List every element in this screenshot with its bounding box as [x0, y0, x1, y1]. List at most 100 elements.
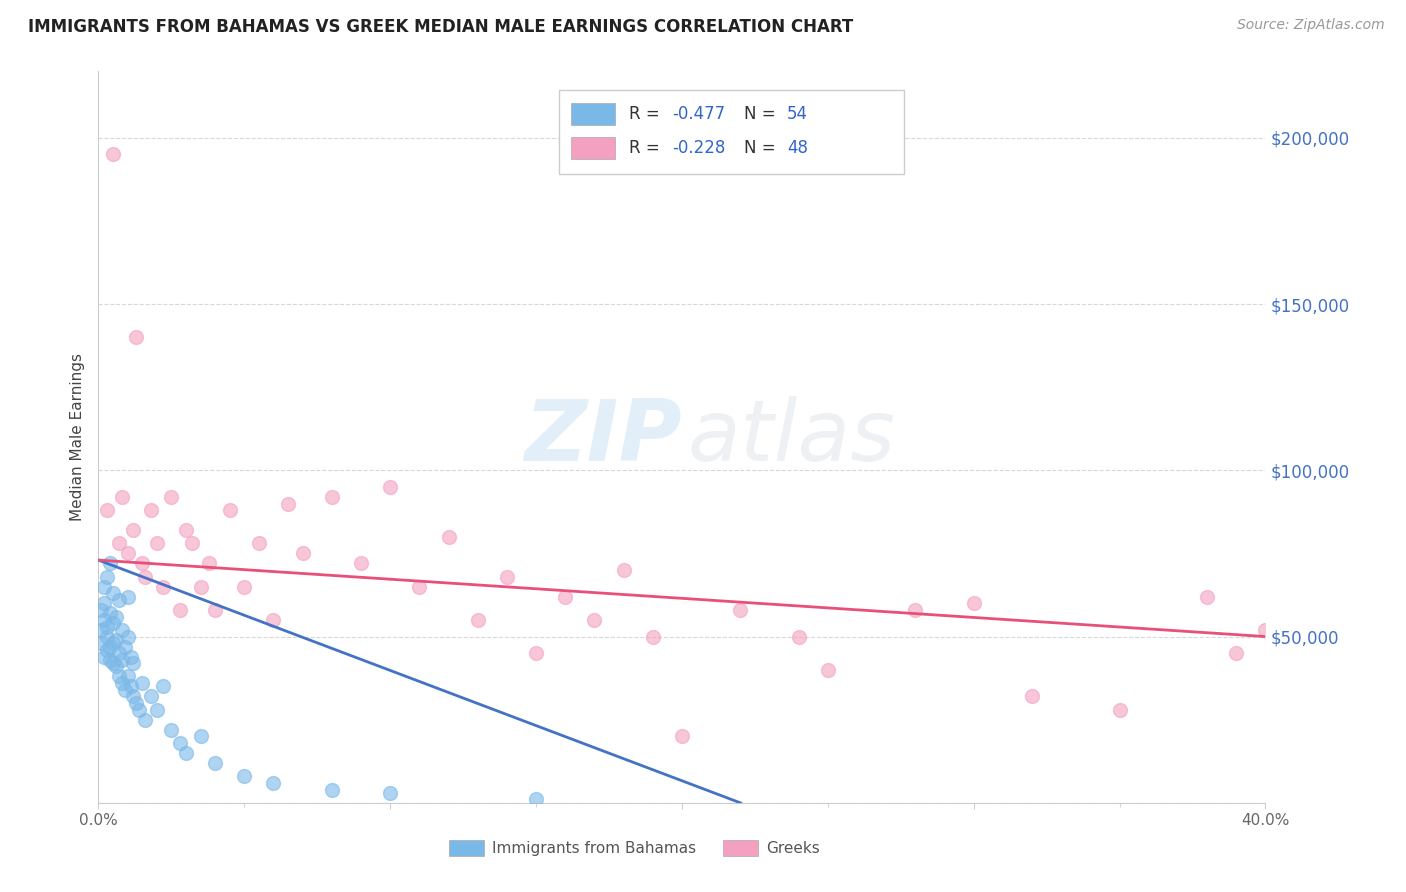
Point: [262, 776, 284, 790]
Point: [190, 580, 212, 594]
Point: [125, 330, 148, 344]
Point: [93, 580, 115, 594]
FancyBboxPatch shape: [449, 840, 484, 856]
Point: [1021, 690, 1043, 704]
Point: [1254, 623, 1277, 637]
Point: [90, 623, 112, 637]
Text: IMMIGRANTS FROM BAHAMAS VS GREEK MEDIAN MALE EARNINGS CORRELATION CHART: IMMIGRANTS FROM BAHAMAS VS GREEK MEDIAN …: [28, 18, 853, 36]
Point: [93, 613, 115, 627]
Point: [111, 676, 134, 690]
Point: [904, 603, 927, 617]
Point: [98, 607, 121, 621]
Point: [408, 580, 430, 594]
Point: [1195, 590, 1218, 604]
FancyBboxPatch shape: [571, 103, 616, 125]
Point: [120, 649, 142, 664]
Point: [218, 503, 240, 517]
Point: [554, 590, 576, 604]
Point: [96, 503, 118, 517]
Point: [380, 480, 402, 494]
Point: [146, 536, 169, 550]
Point: [104, 609, 127, 624]
Text: Source: ZipAtlas.com: Source: ZipAtlas.com: [1237, 18, 1385, 32]
Point: [117, 546, 139, 560]
Point: [169, 603, 191, 617]
FancyBboxPatch shape: [571, 137, 616, 159]
Point: [134, 713, 156, 727]
Point: [321, 490, 343, 504]
Point: [1108, 703, 1130, 717]
Point: [152, 680, 174, 694]
Point: [96, 643, 118, 657]
Point: [125, 696, 148, 710]
Point: [467, 613, 489, 627]
FancyBboxPatch shape: [560, 90, 904, 174]
Text: Immigrants from Bahamas: Immigrants from Bahamas: [492, 840, 696, 855]
Point: [524, 792, 547, 806]
Point: [104, 632, 127, 647]
Point: [233, 769, 256, 783]
Text: 54: 54: [787, 104, 808, 123]
Text: 48: 48: [787, 139, 808, 157]
Point: [111, 653, 134, 667]
Point: [350, 557, 373, 571]
Point: [104, 659, 127, 673]
Point: [583, 613, 606, 627]
Point: [671, 729, 693, 743]
Point: [93, 649, 115, 664]
Point: [321, 782, 343, 797]
Point: [108, 646, 131, 660]
Point: [962, 596, 984, 610]
Point: [190, 729, 212, 743]
Text: R =: R =: [630, 104, 665, 123]
Point: [111, 623, 134, 637]
Point: [204, 756, 226, 770]
Point: [96, 619, 118, 633]
Point: [612, 563, 634, 577]
Point: [174, 746, 197, 760]
Point: [120, 680, 142, 694]
Text: N =: N =: [744, 139, 780, 157]
Point: [131, 557, 153, 571]
Text: Greeks: Greeks: [766, 840, 820, 855]
Point: [101, 636, 124, 650]
Text: R =: R =: [630, 139, 665, 157]
Text: atlas: atlas: [688, 395, 896, 479]
Point: [262, 613, 284, 627]
Point: [117, 669, 139, 683]
Point: [641, 630, 664, 644]
Point: [160, 723, 183, 737]
Point: [101, 656, 124, 670]
Point: [152, 580, 174, 594]
Point: [139, 690, 162, 704]
Text: N =: N =: [744, 104, 780, 123]
Point: [101, 147, 124, 161]
Point: [437, 530, 460, 544]
Point: [198, 557, 221, 571]
Point: [291, 546, 314, 560]
Point: [90, 636, 112, 650]
Point: [98, 557, 121, 571]
Point: [108, 593, 131, 607]
Point: [233, 580, 256, 594]
Point: [114, 682, 136, 697]
Point: [117, 590, 139, 604]
Point: [93, 596, 115, 610]
Point: [730, 603, 752, 617]
Point: [524, 646, 547, 660]
Point: [1225, 646, 1247, 660]
Point: [108, 536, 131, 550]
Point: [134, 570, 156, 584]
Point: [169, 736, 191, 750]
Point: [111, 490, 134, 504]
Text: -0.477: -0.477: [672, 104, 725, 123]
Point: [122, 656, 145, 670]
Text: ZIP: ZIP: [524, 395, 682, 479]
Point: [122, 523, 145, 537]
Text: -0.228: -0.228: [672, 139, 725, 157]
Point: [131, 676, 153, 690]
Point: [98, 653, 121, 667]
Point: [117, 630, 139, 644]
Point: [146, 703, 169, 717]
Y-axis label: Median Male Earnings: Median Male Earnings: [70, 353, 86, 521]
